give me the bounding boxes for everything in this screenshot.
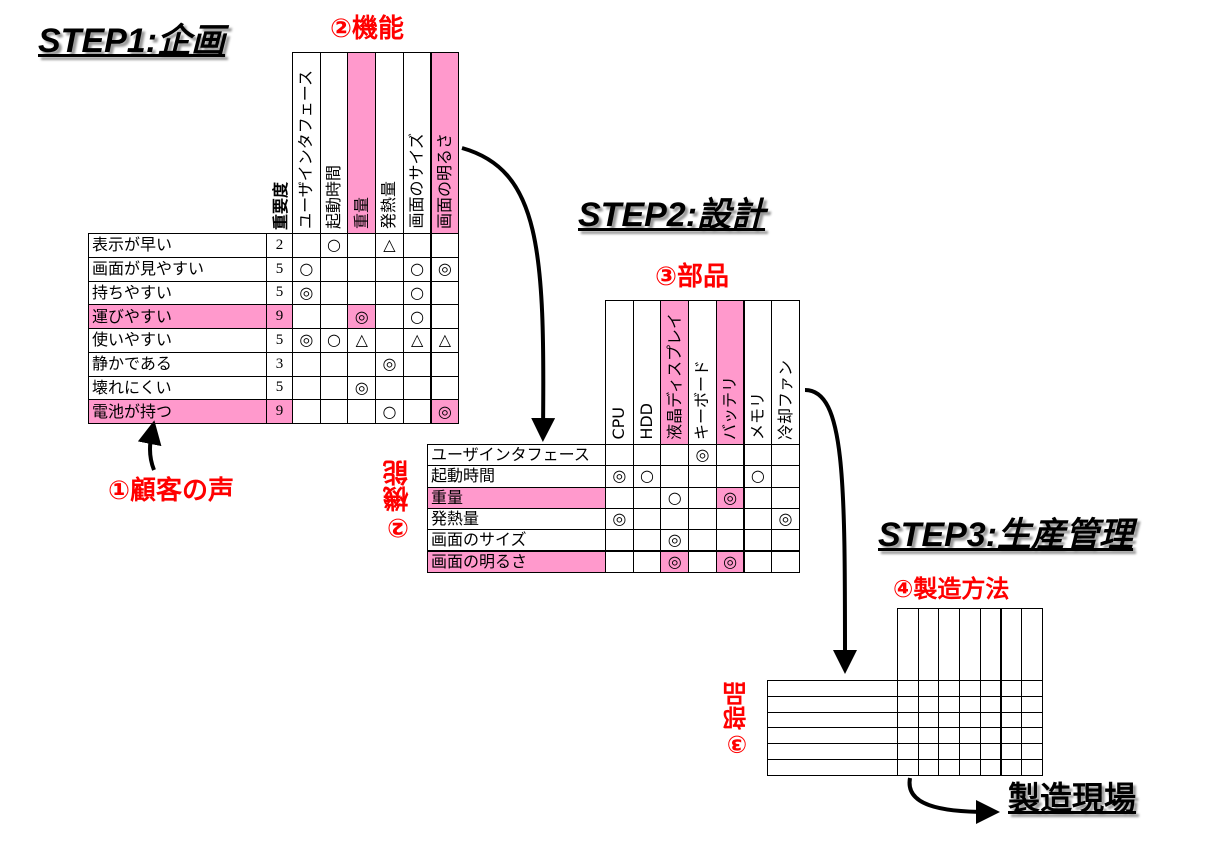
relation-cell — [1021, 759, 1043, 776]
step3-columns-label: ④製造方法 — [893, 575, 1010, 603]
importance-value: 9 — [266, 399, 293, 424]
importance-value: 9 — [266, 304, 293, 329]
arrow-step2-to-step3 — [804, 388, 857, 674]
relation-cell — [771, 550, 800, 573]
function-row-label: 画面の明るさ — [427, 550, 606, 573]
function-column-header: 画面の明るさ — [430, 52, 460, 234]
relation-cell: ◎ — [430, 399, 460, 424]
arrow-step1-to-step2 — [461, 146, 556, 442]
step2-title: STEP2:設計 — [578, 196, 766, 234]
relation-cell: ◎ — [715, 550, 745, 573]
step2-columns-label: ③部品 — [655, 262, 730, 292]
arrow-voice-to-step1 — [137, 420, 162, 471]
step1-title: STEP1:企画 — [38, 22, 226, 60]
function-column-header: 重量 — [347, 52, 377, 234]
step3-title: STEP3:生産管理 — [878, 516, 1134, 554]
relation-cell: ◎ — [660, 550, 690, 573]
step1-columns-label: ②機能 — [330, 14, 405, 44]
customer-need-label: 運びやすい — [88, 304, 267, 329]
customer-need-label: 電池が持つ — [88, 399, 267, 424]
destination-label: 製造現場 — [1008, 779, 1137, 817]
arrow-step3-to-site — [907, 777, 1000, 824]
step1-rows-label: ①顧客の声 — [108, 476, 235, 506]
